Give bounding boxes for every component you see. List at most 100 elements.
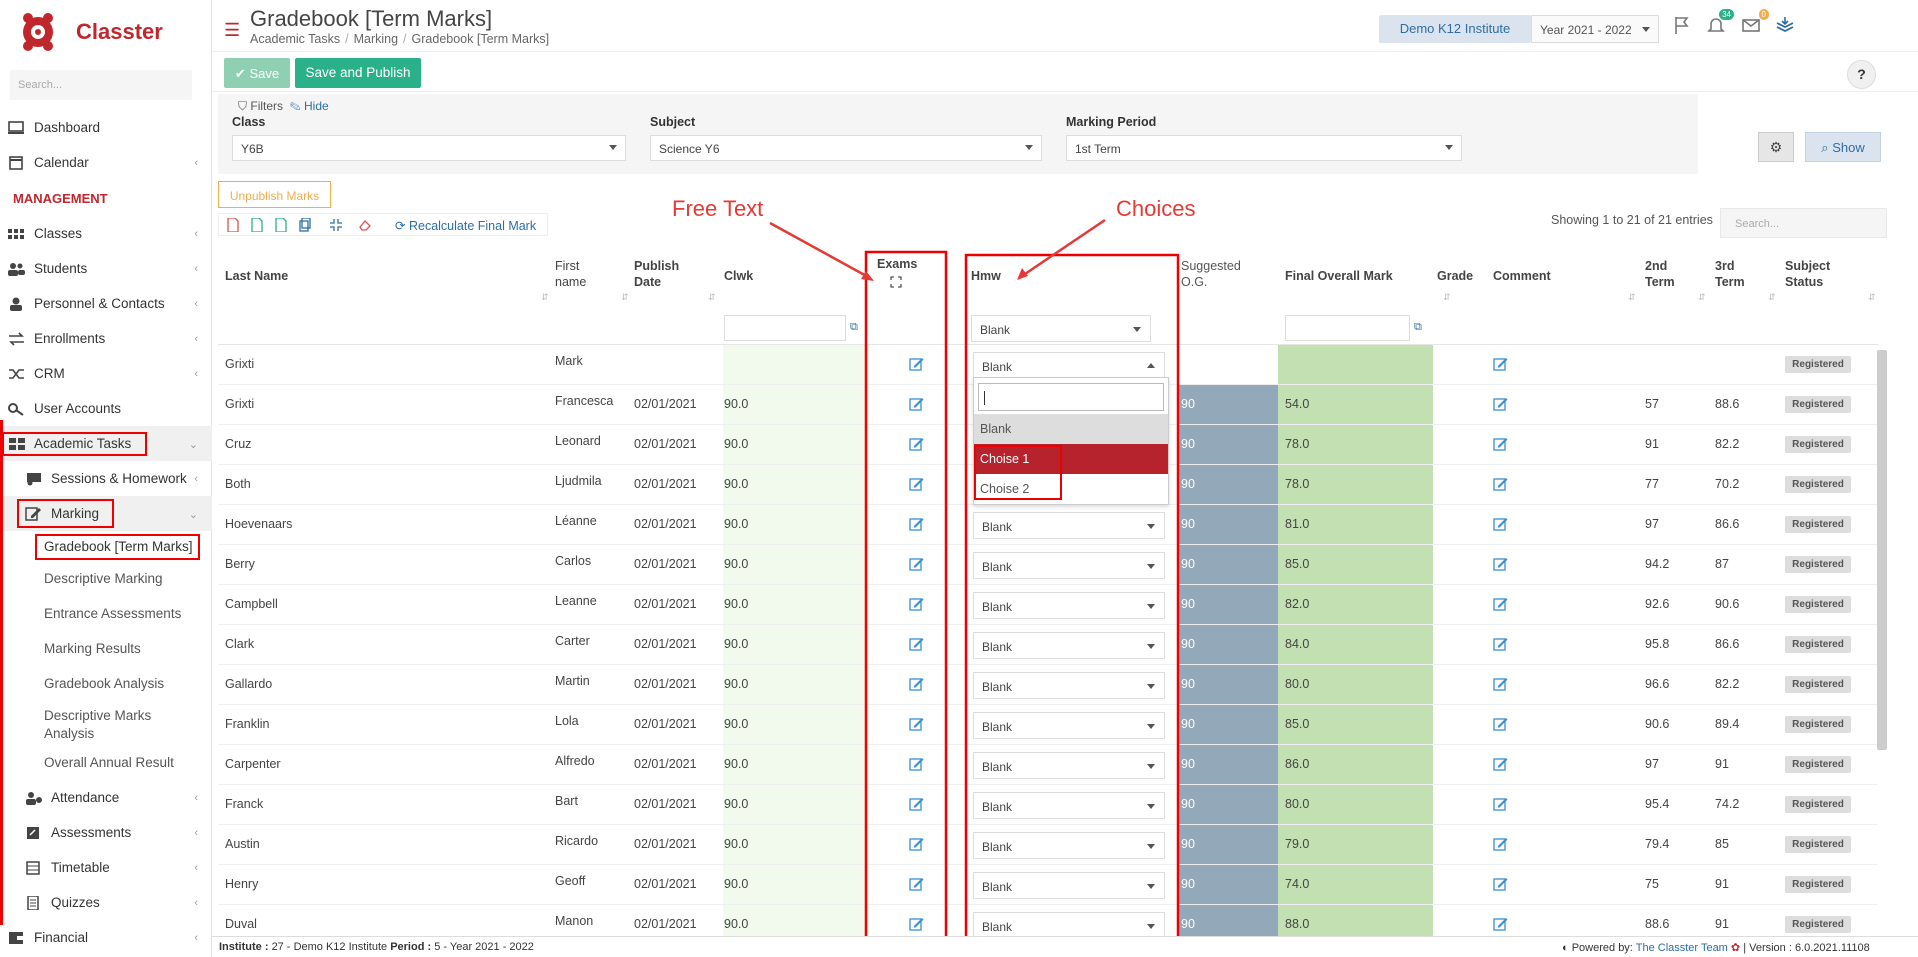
breadcrumb-item[interactable]: Marking [353, 32, 399, 46]
comment-edit-icon[interactable] [1493, 637, 1508, 652]
comment-edit-icon[interactable] [1493, 517, 1508, 532]
settings-button[interactable]: ⚙ [1758, 132, 1794, 162]
sidebar-item-dashboard[interactable]: Dashboard [0, 110, 212, 145]
col-subject-status[interactable]: Subject Status [1785, 258, 1830, 290]
edit-icon[interactable] [909, 797, 924, 812]
comment-edit-icon[interactable] [1493, 837, 1508, 852]
comment-edit-icon[interactable] [1493, 357, 1508, 372]
clwk-cell-bg[interactable] [723, 345, 869, 384]
copy-icon[interactable]: ⧉ [1414, 321, 1422, 333]
excel-icon[interactable] [251, 218, 263, 232]
final-mark-cell[interactable]: 88.0 [1285, 917, 1310, 931]
clwk-cell[interactable]: 90.0 [724, 597, 749, 611]
hmw-select[interactable]: Blank [973, 352, 1165, 379]
logo[interactable]: Classter [18, 10, 163, 54]
final-mark-cell-bg[interactable] [1278, 745, 1433, 784]
clwk-cell[interactable]: 90.0 [724, 517, 749, 531]
sidebar-item-entrance-assessments[interactable]: Entrance Assessments [0, 596, 212, 631]
breadcrumb-item[interactable]: Academic Tasks [250, 32, 341, 46]
col-comment[interactable]: Comment [1493, 269, 1551, 283]
sidebar-item-user-accounts[interactable]: User Accounts [0, 391, 212, 426]
comment-edit-icon[interactable] [1493, 797, 1508, 812]
edit-icon[interactable] [909, 477, 924, 492]
clwk-cell-bg[interactable] [723, 385, 869, 424]
sidebar-item-personnel[interactable]: Personnel & Contacts ‹ [0, 286, 212, 321]
clwk-cell[interactable]: 90.0 [724, 677, 749, 691]
final-mark-bulk-input[interactable] [1285, 315, 1410, 341]
sidebar-item-marking[interactable]: Marking ⌄ [0, 496, 212, 531]
clwk-cell[interactable]: 90.0 [724, 477, 749, 491]
sort-icon[interactable]: ⇵ [708, 292, 716, 302]
sort-icon[interactable]: ⇵ [1868, 292, 1876, 302]
hmw-select[interactable]: Blank [973, 792, 1165, 819]
show-button[interactable]: ⌕ Show [1805, 132, 1881, 162]
col-2nd-term[interactable]: 2nd Term [1645, 258, 1675, 290]
edit-icon[interactable] [909, 677, 924, 692]
dropdown-search-input[interactable] [978, 383, 1164, 411]
col-publish-date[interactable]: Publish Date [634, 258, 679, 290]
clwk-cell-bg[interactable] [723, 625, 869, 664]
help-button[interactable]: ? [1847, 60, 1876, 89]
hide-filters-link[interactable]: ✎ Hide [286, 99, 329, 113]
edit-icon[interactable] [909, 877, 924, 892]
unpublish-marks-button[interactable]: Unpublish Marks [218, 181, 331, 208]
col-suggested-og[interactable]: Suggested O.G. [1181, 258, 1241, 290]
table-search-input[interactable]: Search... [1720, 208, 1887, 238]
edit-icon[interactable] [909, 437, 924, 452]
final-mark-cell-bg[interactable] [1278, 705, 1433, 744]
expand-icon[interactable] [890, 276, 902, 288]
sidebar-item-enrollments[interactable]: Enrollments ‹ [0, 321, 212, 356]
final-mark-cell[interactable]: 78.0 [1285, 437, 1310, 451]
copy-icon[interactable] [299, 218, 311, 232]
clwk-cell-bg[interactable] [723, 465, 869, 504]
edit-icon[interactable] [909, 357, 924, 372]
clwk-cell-bg[interactable] [723, 425, 869, 464]
final-mark-cell-bg[interactable] [1278, 425, 1433, 464]
final-mark-cell-bg[interactable] [1278, 345, 1433, 384]
dropdown-option[interactable]: Blank [974, 414, 1168, 444]
final-mark-cell-bg[interactable] [1278, 505, 1433, 544]
hmw-select[interactable]: Blank [973, 752, 1165, 779]
bell-icon[interactable]: 34 [1706, 9, 1734, 35]
flag-icon[interactable] [1672, 15, 1692, 35]
clwk-bulk-input[interactable] [724, 315, 846, 341]
final-mark-cell-bg[interactable] [1278, 785, 1433, 824]
clwk-cell-bg[interactable] [723, 505, 869, 544]
layers-icon[interactable] [1775, 15, 1795, 35]
clwk-cell-bg[interactable] [723, 665, 869, 704]
clwk-cell-bg[interactable] [723, 785, 869, 824]
col-grade[interactable]: Grade [1437, 269, 1474, 283]
comment-edit-icon[interactable] [1493, 917, 1508, 932]
sidebar-item-students[interactable]: Students ‹ [0, 251, 212, 286]
mail-icon[interactable]: 0 [1741, 9, 1769, 35]
final-mark-cell-bg[interactable] [1278, 545, 1433, 584]
period-select[interactable]: 1st Term [1066, 135, 1462, 161]
final-mark-cell-bg[interactable] [1278, 865, 1433, 904]
comment-edit-icon[interactable] [1493, 557, 1508, 572]
clwk-cell[interactable]: 90.0 [724, 717, 749, 731]
sidebar-item-gradebook[interactable]: Gradebook [Term Marks] [0, 531, 212, 561]
hmw-select[interactable]: Blank [973, 512, 1165, 539]
edit-icon[interactable] [909, 557, 924, 572]
comment-edit-icon[interactable] [1493, 717, 1508, 732]
final-mark-cell[interactable]: 80.0 [1285, 677, 1310, 691]
hmw-select[interactable]: Blank [973, 832, 1165, 859]
clwk-cell[interactable]: 90.0 [724, 757, 749, 771]
comment-edit-icon[interactable] [1493, 757, 1508, 772]
sidebar-item-gradebook-analysis[interactable]: Gradebook Analysis [0, 666, 212, 701]
sidebar-item-academic-tasks[interactable]: Academic Tasks ⌄ [0, 426, 212, 461]
sidebar-item-timetable[interactable]: Timetable ‹ [0, 850, 212, 885]
sidebar-item-quizzes[interactable]: Quizzes ‹ [0, 885, 212, 920]
final-mark-cell[interactable]: 78.0 [1285, 477, 1310, 491]
final-mark-cell[interactable]: 79.0 [1285, 837, 1310, 851]
final-mark-cell[interactable]: 86.0 [1285, 757, 1310, 771]
class-select[interactable]: Y6B [232, 135, 626, 161]
clwk-cell-bg[interactable] [723, 705, 869, 744]
edit-icon[interactable] [909, 517, 924, 532]
hmw-select[interactable]: Blank [973, 552, 1165, 579]
final-mark-cell[interactable]: 85.0 [1285, 557, 1310, 571]
clwk-cell[interactable]: 90.0 [724, 637, 749, 651]
hmw-select[interactable]: Blank [973, 672, 1165, 699]
final-mark-cell[interactable]: 82.0 [1285, 597, 1310, 611]
sidebar-item-assessments[interactable]: Assessments ‹ [0, 815, 212, 850]
